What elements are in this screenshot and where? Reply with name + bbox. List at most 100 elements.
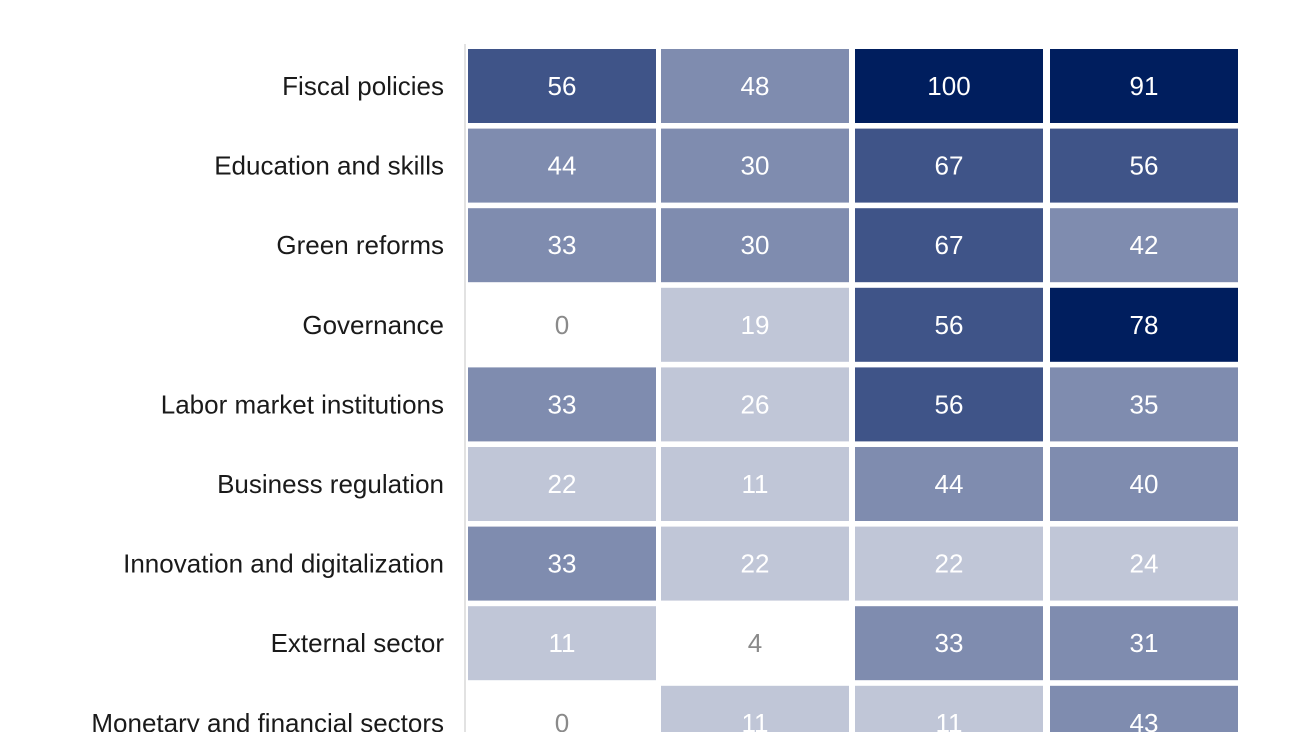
heatmap-cell-value: 44 xyxy=(548,151,577,181)
heatmap-cell-value: 78 xyxy=(1130,310,1159,340)
heatmap-cell: 35 xyxy=(1050,367,1238,442)
heatmap-cell: 67 xyxy=(855,208,1043,283)
heatmap-cell-value: 30 xyxy=(741,151,770,181)
heatmap-cell: 4 xyxy=(661,606,849,681)
heatmap-cell: 11 xyxy=(661,685,849,732)
heatmap-cell-fill xyxy=(1050,606,1238,681)
heatmap-cell: 22 xyxy=(661,526,849,601)
heatmap-cell: 0 xyxy=(468,685,656,732)
heatmap-cell-fill xyxy=(1050,526,1238,601)
heatmap-cell-fill xyxy=(661,128,849,203)
heatmap-cell-fill xyxy=(468,526,656,601)
heatmap-cell: 56 xyxy=(855,287,1043,362)
heatmap-cell-value: 11 xyxy=(549,628,576,658)
heatmap-cell-value: 22 xyxy=(741,549,770,579)
heatmap-cell-value: 0 xyxy=(555,310,569,340)
heatmap-cell-value: 100 xyxy=(927,71,970,101)
heatmap-cell-fill xyxy=(855,606,1043,681)
row-label: Governance xyxy=(302,310,444,340)
row-label: Labor market institutions xyxy=(161,389,444,419)
heatmap-cell-fill xyxy=(1050,287,1238,362)
heatmap-cell-value: 48 xyxy=(741,71,770,101)
heatmap-cell-fill xyxy=(855,208,1043,283)
heatmap-cell-fill xyxy=(468,367,656,442)
heatmap-cell-fill xyxy=(661,49,849,123)
heatmap-cell-fill xyxy=(1050,367,1238,442)
heatmap-cell: 42 xyxy=(1050,208,1238,283)
heatmap-cell-value: 67 xyxy=(935,151,964,181)
heatmap-cell-value: 19 xyxy=(741,310,770,340)
heatmap-cell-value: 26 xyxy=(741,389,770,419)
heatmap-cell-fill xyxy=(468,128,656,203)
heatmap-cell-fill xyxy=(855,128,1043,203)
heatmap-cell: 56 xyxy=(468,49,656,123)
heatmap-cell-value: 31 xyxy=(1130,628,1159,658)
heatmap-cell-value: 24 xyxy=(1130,549,1159,579)
row-label: Business regulation xyxy=(217,469,444,499)
heatmap-cell-fill xyxy=(661,526,849,601)
heatmap-cell: 40 xyxy=(1050,447,1238,521)
heatmap-cell-fill xyxy=(1050,685,1238,732)
row-labels: Fiscal policies Education and skills Green… xyxy=(91,71,444,732)
row-label: Monetary and financial sectors xyxy=(91,708,444,732)
heatmap-cell-fill xyxy=(468,606,656,681)
heatmap-cell-value: 33 xyxy=(935,628,964,658)
heatmap-cell: 44 xyxy=(468,128,656,203)
heatmap-cell-value: 0 xyxy=(555,708,569,732)
heatmap-cell: 30 xyxy=(661,208,849,283)
heatmap-cell: 33 xyxy=(855,606,1043,681)
heatmap-cell-value: 56 xyxy=(935,310,964,340)
heatmap-cell-value: 33 xyxy=(548,549,577,579)
heatmap-cell-value: 33 xyxy=(548,230,577,260)
row-label: Education and skills xyxy=(214,151,444,181)
heatmap-cell-fill xyxy=(661,685,849,732)
heatmap-cell-fill xyxy=(468,49,656,123)
heatmap-cell-value: 44 xyxy=(935,469,964,499)
heatmap-cell: 11 xyxy=(855,685,1043,732)
heatmap-cell: 31 xyxy=(1050,606,1238,681)
heatmap-cell: 67 xyxy=(855,128,1043,203)
heatmap-cell-value: 91 xyxy=(1130,71,1159,101)
heatmap-cell: 22 xyxy=(855,526,1043,601)
heatmap-cell-value: 22 xyxy=(935,549,964,579)
heatmap-cell-fill xyxy=(661,606,849,681)
heatmap-cell-value: 11 xyxy=(742,708,769,732)
heatmap-cell: 56 xyxy=(1050,128,1238,203)
heatmap-cell: 22 xyxy=(468,447,656,521)
heatmap-cell-fill xyxy=(855,447,1043,521)
heatmap-cell: 33 xyxy=(468,526,656,601)
heatmap-cell-fill xyxy=(855,526,1043,601)
heatmap-cell-fill xyxy=(855,49,1043,123)
heatmap-cell: 0 xyxy=(468,287,656,362)
heatmap-cell: 43 xyxy=(1050,685,1238,732)
heatmap-cell-fill xyxy=(855,685,1043,732)
heatmap-cell: 48 xyxy=(661,49,849,123)
heatmap-cell-value: 33 xyxy=(548,389,577,419)
heatmap-cell: 11 xyxy=(468,606,656,681)
heatmap-cell-fill xyxy=(1050,49,1238,123)
heatmap-cell-fill xyxy=(661,367,849,442)
heatmap-cell: 33 xyxy=(468,208,656,283)
heatmap-cell-fill xyxy=(468,208,656,283)
heatmap-cell-value: 56 xyxy=(548,71,577,101)
heatmap-cell-fill xyxy=(855,367,1043,442)
heatmap-cell-fill xyxy=(468,447,656,521)
heatmap-cell-value: 56 xyxy=(935,389,964,419)
row-label: Fiscal policies xyxy=(282,71,444,101)
heatmap-cell-fill xyxy=(661,447,849,521)
heatmap-cell: 78 xyxy=(1050,287,1238,362)
heatmap-cell-fill xyxy=(661,287,849,362)
heatmap-cell: 33 xyxy=(468,367,656,442)
heatmap-cell: 56 xyxy=(855,367,1043,442)
heatmap-cell: 30 xyxy=(661,128,849,203)
heatmap-cell-fill xyxy=(468,685,656,732)
heatmap-cell-value: 35 xyxy=(1130,389,1159,419)
row-label: External sector xyxy=(271,628,445,658)
heatmap-cell-value: 11 xyxy=(936,708,963,732)
heatmap-cell-value: 11 xyxy=(742,469,769,499)
heatmap-cell: 44 xyxy=(855,447,1043,521)
heatmap-cell-value: 22 xyxy=(548,469,577,499)
heatmap-cell: 26 xyxy=(661,367,849,442)
